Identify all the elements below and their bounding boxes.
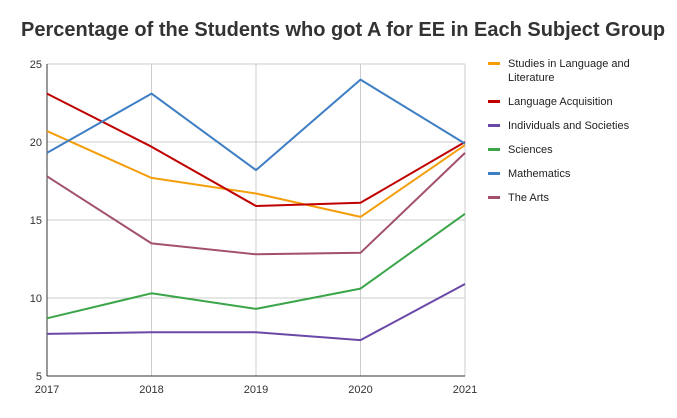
tick-labels: 5 10 15 20 25 2017 2018 2019 2020 2021 (30, 59, 477, 396)
legend-item: Studies in Language and Literature (488, 57, 668, 85)
axes (46, 64, 465, 377)
legend-swatch (488, 196, 500, 199)
legend-label: Sciences (508, 144, 553, 156)
x-tick-label: 2019 (244, 384, 268, 396)
y-tick-label: 10 (30, 293, 42, 305)
legend-item: Sciences (488, 143, 668, 157)
x-tick-label: 2018 (139, 384, 163, 396)
legend-swatch (488, 124, 500, 127)
y-tick-label: 5 (36, 371, 42, 383)
legend-item: The Arts (488, 191, 668, 205)
grid-lines (47, 63, 466, 376)
series-line-sciences (46, 212, 466, 320)
series-line-the-arts (46, 152, 466, 256)
legend-label: Studies in Language and Literature (508, 58, 630, 84)
legend-item: Language Acquisition (488, 95, 668, 109)
legend-label: Individuals and Societies (508, 120, 630, 132)
legend-swatch (488, 100, 500, 103)
x-tick-label: 2021 (453, 384, 477, 396)
legend: Studies in Language and Literature Langua… (488, 57, 668, 215)
legend-swatch (488, 148, 500, 151)
legend-label: The Arts (508, 192, 549, 204)
y-tick-label: 20 (30, 137, 42, 149)
series-line-mathematics (46, 78, 466, 172)
series-line-language-acquisition (46, 92, 466, 207)
y-tick-label: 25 (30, 59, 42, 71)
chart-title: Percentage of the Students who got A for… (21, 19, 666, 41)
series-lines (46, 78, 466, 342)
legend-label: Language Acquisition (508, 96, 613, 108)
x-tick-label: 2020 (348, 384, 372, 396)
series-line-individuals-and-societies (46, 283, 466, 342)
y-tick-label: 15 (30, 215, 42, 227)
x-tick-label: 2017 (35, 384, 59, 396)
series-line-studies-in-language-and-literature (46, 130, 466, 218)
legend-swatch (488, 62, 500, 65)
legend-item: Individuals and Societies (488, 119, 668, 133)
legend-item: Mathematics (488, 167, 668, 181)
legend-label: Mathematics (508, 168, 571, 180)
legend-swatch (488, 172, 500, 175)
